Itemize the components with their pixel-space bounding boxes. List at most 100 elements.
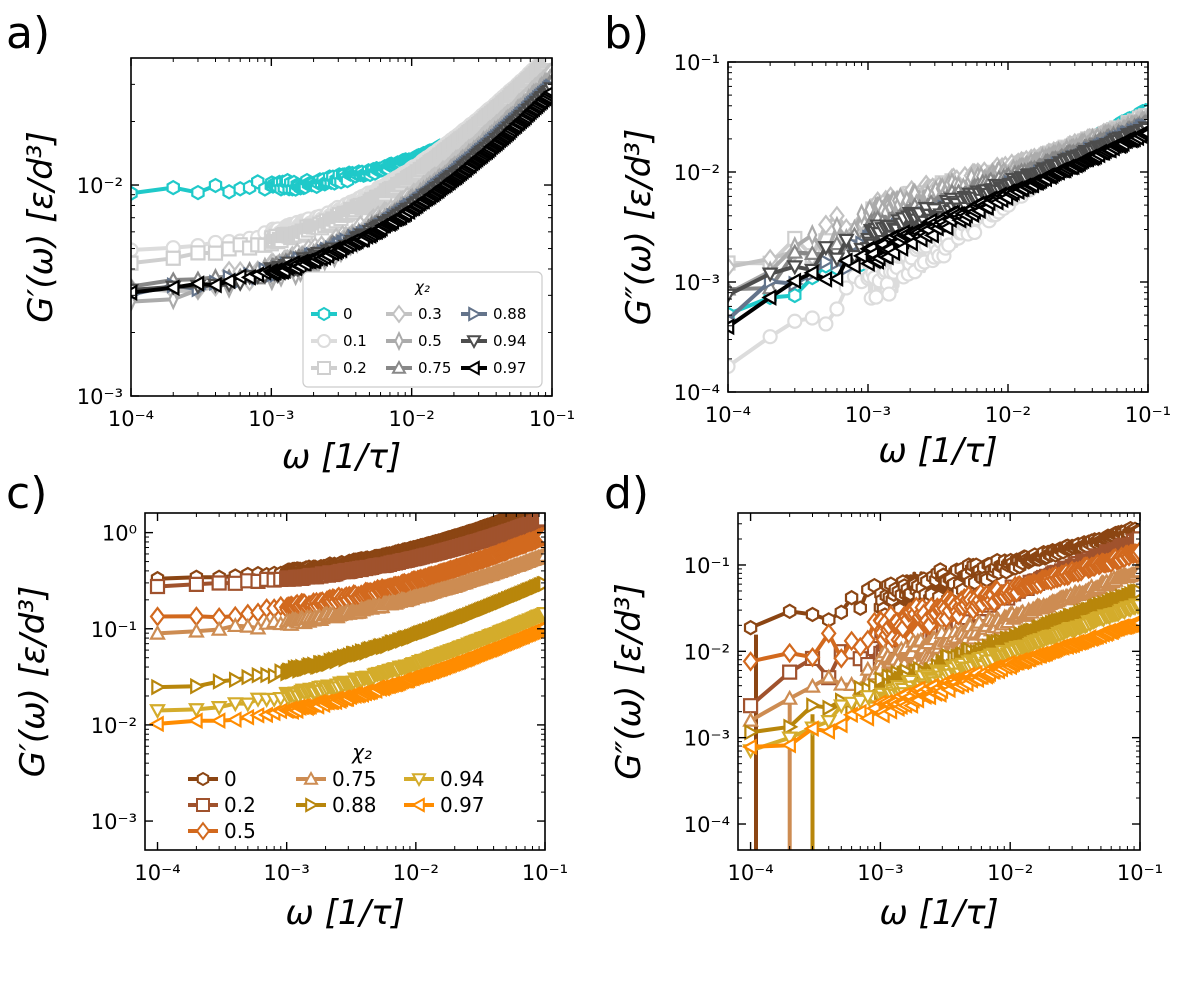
data-point: [845, 257, 861, 275]
x-tick-label: 10⁻¹: [529, 407, 575, 431]
series-b-0.94: [728, 121, 1148, 304]
data-point: [967, 224, 983, 241]
data-point: [788, 287, 802, 304]
data-point: [239, 708, 255, 726]
panel-b: b)10⁻⁴ 10⁻³ 10⁻² 10⁻¹10⁻⁴10⁻³10⁻²10⁻¹ω [1/τ…: [604, 8, 1171, 471]
data-point: [538, 513, 542, 514]
panel-tag: b): [604, 8, 649, 59]
data-point: [165, 250, 181, 266]
y-tick-label: 10⁻²: [674, 161, 720, 185]
legend-item: 0.3: [386, 304, 442, 324]
x-tick-label: 10⁻¹: [1125, 403, 1171, 427]
x-tick-label: 10⁻²: [393, 861, 439, 885]
data-point: [188, 606, 205, 627]
data-point: [131, 242, 139, 258]
data-point: [542, 86, 552, 98]
series-b-0.97: [728, 125, 1148, 336]
data-point: [817, 270, 833, 288]
data-point: [728, 318, 735, 336]
data-point: [819, 253, 835, 271]
legend-marker: [317, 361, 331, 375]
data-point: [546, 58, 552, 60]
axes-frame: [727, 61, 1149, 393]
data-point: [762, 329, 778, 345]
data-point: [803, 244, 821, 260]
data-point: [207, 245, 224, 261]
x-tick-label: 10⁻²: [389, 407, 435, 431]
data-point: [761, 289, 777, 306]
legend-label: 0.1: [343, 332, 367, 350]
data-point: [226, 616, 244, 633]
data-point: [536, 513, 545, 527]
legend-marker: [391, 304, 407, 324]
data-point: [728, 358, 736, 375]
data-point: [190, 245, 206, 261]
legend-item: 0.1: [311, 332, 367, 350]
y-tick-label: 10⁻²: [77, 174, 123, 198]
data-point: [1138, 128, 1148, 139]
data-point: [212, 673, 228, 690]
data-point: [208, 177, 223, 194]
data-point: [786, 272, 802, 290]
legend-label: 0.88: [493, 305, 526, 323]
data-point: [188, 576, 204, 592]
legend-item: 0.88: [461, 305, 526, 323]
data-point: [818, 316, 834, 332]
legend-marker: [468, 306, 483, 322]
data-point: [539, 498, 550, 511]
data-point: [938, 219, 954, 237]
data-point: [226, 711, 242, 729]
series-c-0.88: [151, 575, 545, 696]
legend-label: 0: [343, 305, 353, 323]
data-point: [189, 275, 205, 293]
legend-item: 0.75: [386, 359, 451, 377]
data-point: [828, 270, 844, 288]
data-point: [148, 715, 164, 733]
legend-item: 0: [311, 305, 353, 323]
data-point: [164, 279, 180, 297]
series-c-0.75: [149, 546, 545, 640]
x-tick-label: 10⁻³: [248, 407, 294, 431]
data-point: [541, 513, 542, 514]
data-point: [817, 241, 835, 257]
data-point: [786, 260, 804, 276]
y-tick-label: 10⁻³: [91, 810, 137, 834]
series-c-0.5: [149, 526, 545, 628]
data-point: [761, 267, 779, 283]
x-axis-label: ω [1/τ]: [282, 437, 401, 477]
legend-marker: [391, 359, 407, 374]
data-point: [131, 255, 139, 271]
data-point: [868, 289, 884, 305]
legend-item: 0.97: [461, 359, 526, 377]
data-point: [166, 179, 180, 196]
data-point: [210, 712, 226, 730]
data-point: [543, 58, 552, 66]
data-point: [533, 513, 541, 515]
y-tick-label: 10⁻⁴: [674, 381, 720, 405]
data-point: [803, 264, 819, 282]
x-axis-label: ω [1/τ]: [878, 431, 997, 471]
legend-label: 0.94: [493, 332, 526, 350]
data-point: [228, 671, 245, 689]
data-point: [191, 184, 205, 201]
panel-tag: c): [6, 468, 47, 519]
legend-marker: [317, 334, 332, 348]
x-tick-label: 10⁻³: [264, 861, 310, 885]
legend-label: 0.75: [418, 359, 451, 377]
y-tick-label: 10⁻³: [674, 271, 720, 295]
data-point: [227, 575, 243, 591]
y-tick-label: 10⁻²: [91, 714, 137, 738]
data-point: [149, 578, 166, 595]
legend-label: 0.97: [493, 359, 526, 377]
x-tick-label: 10⁻⁴: [134, 861, 180, 885]
x-tick-label: 10⁻⁴: [705, 403, 751, 427]
x-tick-label: 10⁻³: [845, 403, 891, 427]
data-point: [837, 233, 855, 249]
data-point: [787, 313, 803, 329]
data-point: [220, 272, 236, 290]
x-tick-label: 10⁻²: [985, 403, 1031, 427]
data-point: [807, 223, 818, 247]
